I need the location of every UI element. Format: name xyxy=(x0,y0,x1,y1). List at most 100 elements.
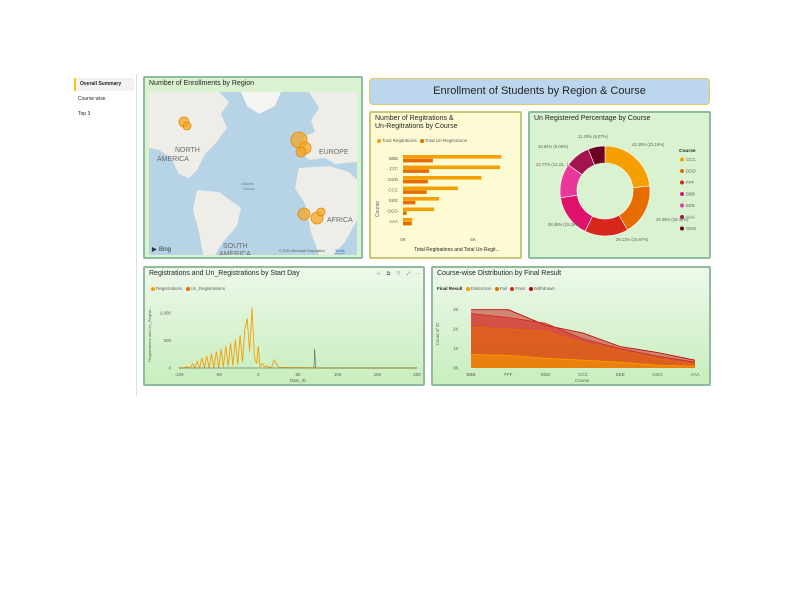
bar-registrations[interactable] xyxy=(403,186,458,191)
donut-data-label: 28.48% (15.29%) xyxy=(548,222,581,227)
donut-legend-item: AAA xyxy=(686,215,695,220)
bar-registrations[interactable] xyxy=(403,155,502,159)
area-line-withdrawn[interactable] xyxy=(471,309,696,361)
bar-registrations[interactable] xyxy=(403,218,413,222)
bar-unregistrations[interactable] xyxy=(403,190,427,194)
legend-dot-pass xyxy=(510,286,515,291)
area-fill-distinction[interactable] xyxy=(471,354,695,368)
pin-icon[interactable]: ⊹ xyxy=(376,271,381,277)
nav-item-course-wise[interactable]: Course wise xyxy=(78,96,106,102)
map-label-sa-1: SOUTH xyxy=(223,243,248,250)
line-series-registrations[interactable] xyxy=(179,307,417,370)
dashboard-title-banner: Enrollment of Students by Region & Cours… xyxy=(369,78,710,105)
area-plot[interactable]: Count of ID BBB FFF DDD CCC EEE GGG AAA 0K 1K 2K 3… xyxy=(433,294,709,384)
bar-category-label: DDD xyxy=(388,177,398,182)
regs-title-line2: Un-Regitrations by Course xyxy=(375,123,458,130)
map-bubbles[interactable] xyxy=(178,116,326,225)
bar-registrations[interactable] xyxy=(403,197,440,201)
filter-icon[interactable]: ▽ xyxy=(396,271,401,277)
map-title: Number of Enrollments by Region xyxy=(149,80,255,87)
donut-slice[interactable] xyxy=(587,145,606,166)
legend-fail: Fail xyxy=(499,286,508,291)
nav-item-top-3[interactable]: Top 3 xyxy=(78,111,91,117)
map-label-atlantic: Atlantic Ocean xyxy=(241,181,255,191)
donut-legend-item: DDD xyxy=(686,169,696,174)
area-xtick: EEE xyxy=(616,372,625,377)
bing-logo: ▶ xyxy=(151,246,157,253)
donut-data-label: 43.18% (23.19%) xyxy=(632,142,665,147)
map-terms-link[interactable]: Terms xyxy=(335,249,345,253)
map-bubble[interactable] xyxy=(316,207,326,217)
final-result-area-chart[interactable]: Course-wise Distribution by Final Result… xyxy=(431,266,711,386)
registrations-bar-chart[interactable]: Number of Regitrations & Un-Regitrations… xyxy=(369,111,522,259)
donut-slice[interactable] xyxy=(604,145,651,189)
legend-withdrawn: Withdrawn xyxy=(533,286,555,291)
unregistered-donut-chart[interactable]: Un Registered Percentage by Course 43.18… xyxy=(528,111,711,259)
line-title: Registrations and Un_Registrations by St… xyxy=(149,270,300,277)
area-line-fail[interactable] xyxy=(470,326,696,365)
bar-category-label: CCC xyxy=(388,188,398,193)
bar-unregistrations[interactable] xyxy=(403,158,433,163)
donut-legend-dot xyxy=(680,169,684,173)
greenland-land xyxy=(241,92,281,114)
bar-unregistrations[interactable] xyxy=(403,179,428,184)
copy-icon[interactable]: ⧉ xyxy=(386,271,391,277)
bar-unregistrations[interactable] xyxy=(403,200,416,205)
donut-legend-title: Course xyxy=(679,148,696,154)
legend-dot-reg xyxy=(151,286,155,291)
line-ytick: 1,000 xyxy=(160,311,172,316)
nav-item-overall-summary[interactable]: Overall Summary xyxy=(74,78,134,91)
legend-dot-unreg xyxy=(185,286,190,291)
north-america-land xyxy=(149,92,229,178)
area-legend-title: Final Result xyxy=(437,286,463,291)
bar-category-label: FFF xyxy=(390,167,398,172)
donut-legend-dot xyxy=(680,192,684,196)
page-navigator: Overall Summary Course wise Top 3 xyxy=(72,74,137,396)
area-line-pass[interactable] xyxy=(470,313,696,363)
line-xtick: 150 xyxy=(374,372,382,377)
map-label-na-2: AMERICA xyxy=(157,156,189,163)
regs-bar-plot[interactable]: Course BBB FFF DDD CCC EEE GGG AAA 0K 5K Total… xyxy=(371,147,520,257)
map-label-europe: EUROPE xyxy=(319,149,349,156)
legend-unreg: Un_Registrations xyxy=(190,286,226,291)
donut-legend-dot xyxy=(680,215,684,219)
area-xtick: CCC xyxy=(578,372,588,377)
line-plot[interactable]: Registrations and Un_Registr... -100 -50 0… xyxy=(145,294,423,384)
bar-registrations[interactable] xyxy=(403,165,501,170)
donut-plot[interactable]: 43.18% (23.19%) 34.36% (18.45%) 29.13% (15… xyxy=(530,125,709,257)
bar-registrations[interactable] xyxy=(403,207,435,212)
donut-legend-item: GGG xyxy=(686,226,697,231)
area-xlabel: Course xyxy=(575,378,590,383)
map-visual[interactable]: Number of Enrollments by Region NORTH AME… xyxy=(143,76,363,259)
regs-title-line1: Number of Regitrations & xyxy=(375,115,454,122)
line-legend: Registrations Un_Registrations xyxy=(149,286,225,291)
line-xtick: 100 xyxy=(334,372,342,377)
donut-data-label: 34.36% (18.45%) xyxy=(656,217,689,222)
area-line-distinction[interactable] xyxy=(470,354,696,367)
start-day-line-chart[interactable]: Registrations and Un_Registrations by St… xyxy=(143,266,425,386)
bar-unregistrations[interactable] xyxy=(403,169,430,173)
bar-registrations[interactable] xyxy=(403,176,482,180)
line-ylabel: Registrations and Un_Registr... xyxy=(147,306,152,361)
bar-unregistrations[interactable] xyxy=(403,211,407,215)
focus-mode-icon[interactable]: ⤢ xyxy=(406,271,411,277)
line-xtick: -100 xyxy=(174,372,184,377)
area-xtick: FFF xyxy=(504,372,512,377)
map-label-sa-2: AMERICA xyxy=(219,251,251,255)
area-xtick: BBB xyxy=(466,372,475,377)
bar-unregistrations[interactable] xyxy=(403,221,412,226)
legend-unregistrations: Total Un-Regitrations xyxy=(425,138,468,143)
area-xtick: GGG xyxy=(652,372,663,377)
bar-category-label: EEE xyxy=(389,198,398,203)
map-canvas[interactable]: NORTH AMERICA EUROPE Atlantic Ocean AFRICA… xyxy=(149,92,357,255)
area-xtick: DDD xyxy=(541,372,551,377)
legend-reg: Registrations xyxy=(156,286,183,291)
map-bubble[interactable] xyxy=(295,146,307,158)
donut-legend-dot xyxy=(680,226,684,231)
legend-registrations: Total Regitrations xyxy=(382,138,417,143)
line-series-un-registrations[interactable] xyxy=(179,348,417,369)
map-bubble[interactable] xyxy=(182,121,192,131)
map-bubble[interactable] xyxy=(297,207,311,221)
donut-data-label: 22.77% (12.23...) xyxy=(536,162,569,167)
more-options-icon[interactable]: ⋯ xyxy=(416,271,421,277)
